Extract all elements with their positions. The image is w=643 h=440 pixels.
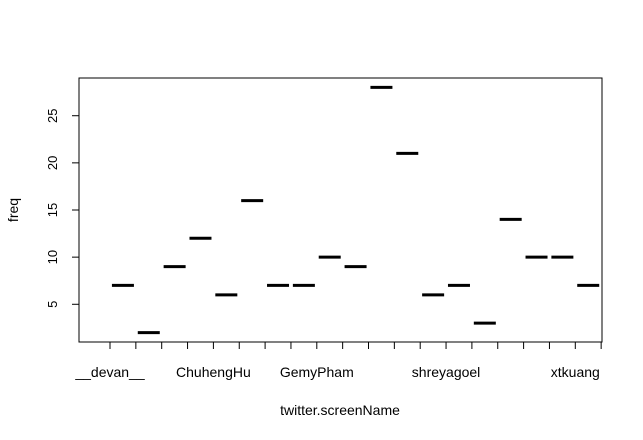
y-tick-label: 20 — [45, 156, 60, 170]
y-tick-label: 5 — [45, 301, 60, 308]
y-tick-label: 10 — [45, 250, 60, 264]
y-tick-label: 15 — [45, 203, 60, 217]
x-tick-label: ChuhengHu — [176, 364, 251, 380]
x-tick-label: __devan__ — [74, 364, 145, 380]
x-tick-label: xtkuang — [551, 364, 600, 380]
x-tick-label: shreyagoel — [412, 364, 481, 380]
x-tick-label: GemyPham — [280, 364, 354, 380]
y-tick-label: 25 — [45, 108, 60, 122]
x-axis: __devan__ ChuhengHu GemyPham shreyagoel xtku… — [74, 341, 602, 380]
plot-frame — [78, 77, 603, 343]
x-axis-title: twitter.screenName — [280, 402, 400, 418]
data-marks — [111, 85, 600, 335]
y-axis-title: freq — [5, 198, 21, 222]
y-axis: 5 10 15 20 25 — [45, 108, 79, 308]
